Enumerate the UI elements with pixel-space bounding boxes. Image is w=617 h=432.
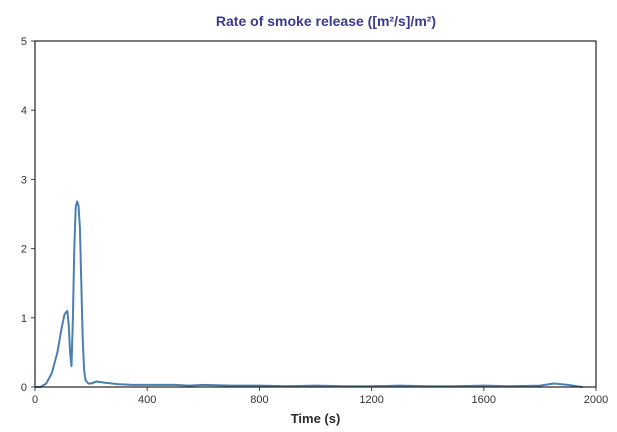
y-tick-label: 2: [21, 244, 27, 256]
x-axis-label: Time (s): [291, 411, 341, 426]
x-tick-label: 0: [32, 394, 38, 406]
axis-ticks: 0 400 800 1200 1600 2000 0 1 2 3 4 5: [21, 36, 608, 406]
x-tick-label: 1200: [359, 394, 383, 406]
y-tick-label: 1: [21, 313, 27, 325]
chart-title: Rate of smoke release ([m²/s]/m²): [216, 13, 436, 29]
plot-frame: [34, 40, 597, 388]
y-tick-label: 0: [21, 382, 27, 394]
x-tick-label: 2000: [584, 394, 608, 406]
x-tick-label: 400: [138, 394, 156, 406]
y-tick-label: 4: [21, 105, 27, 117]
y-tick-label: 5: [21, 36, 27, 48]
y-tick-label: 3: [21, 174, 27, 186]
x-tick-label: 800: [250, 394, 268, 406]
x-tick-label: 1600: [472, 394, 496, 406]
smoke-release-line: [34, 200, 583, 388]
